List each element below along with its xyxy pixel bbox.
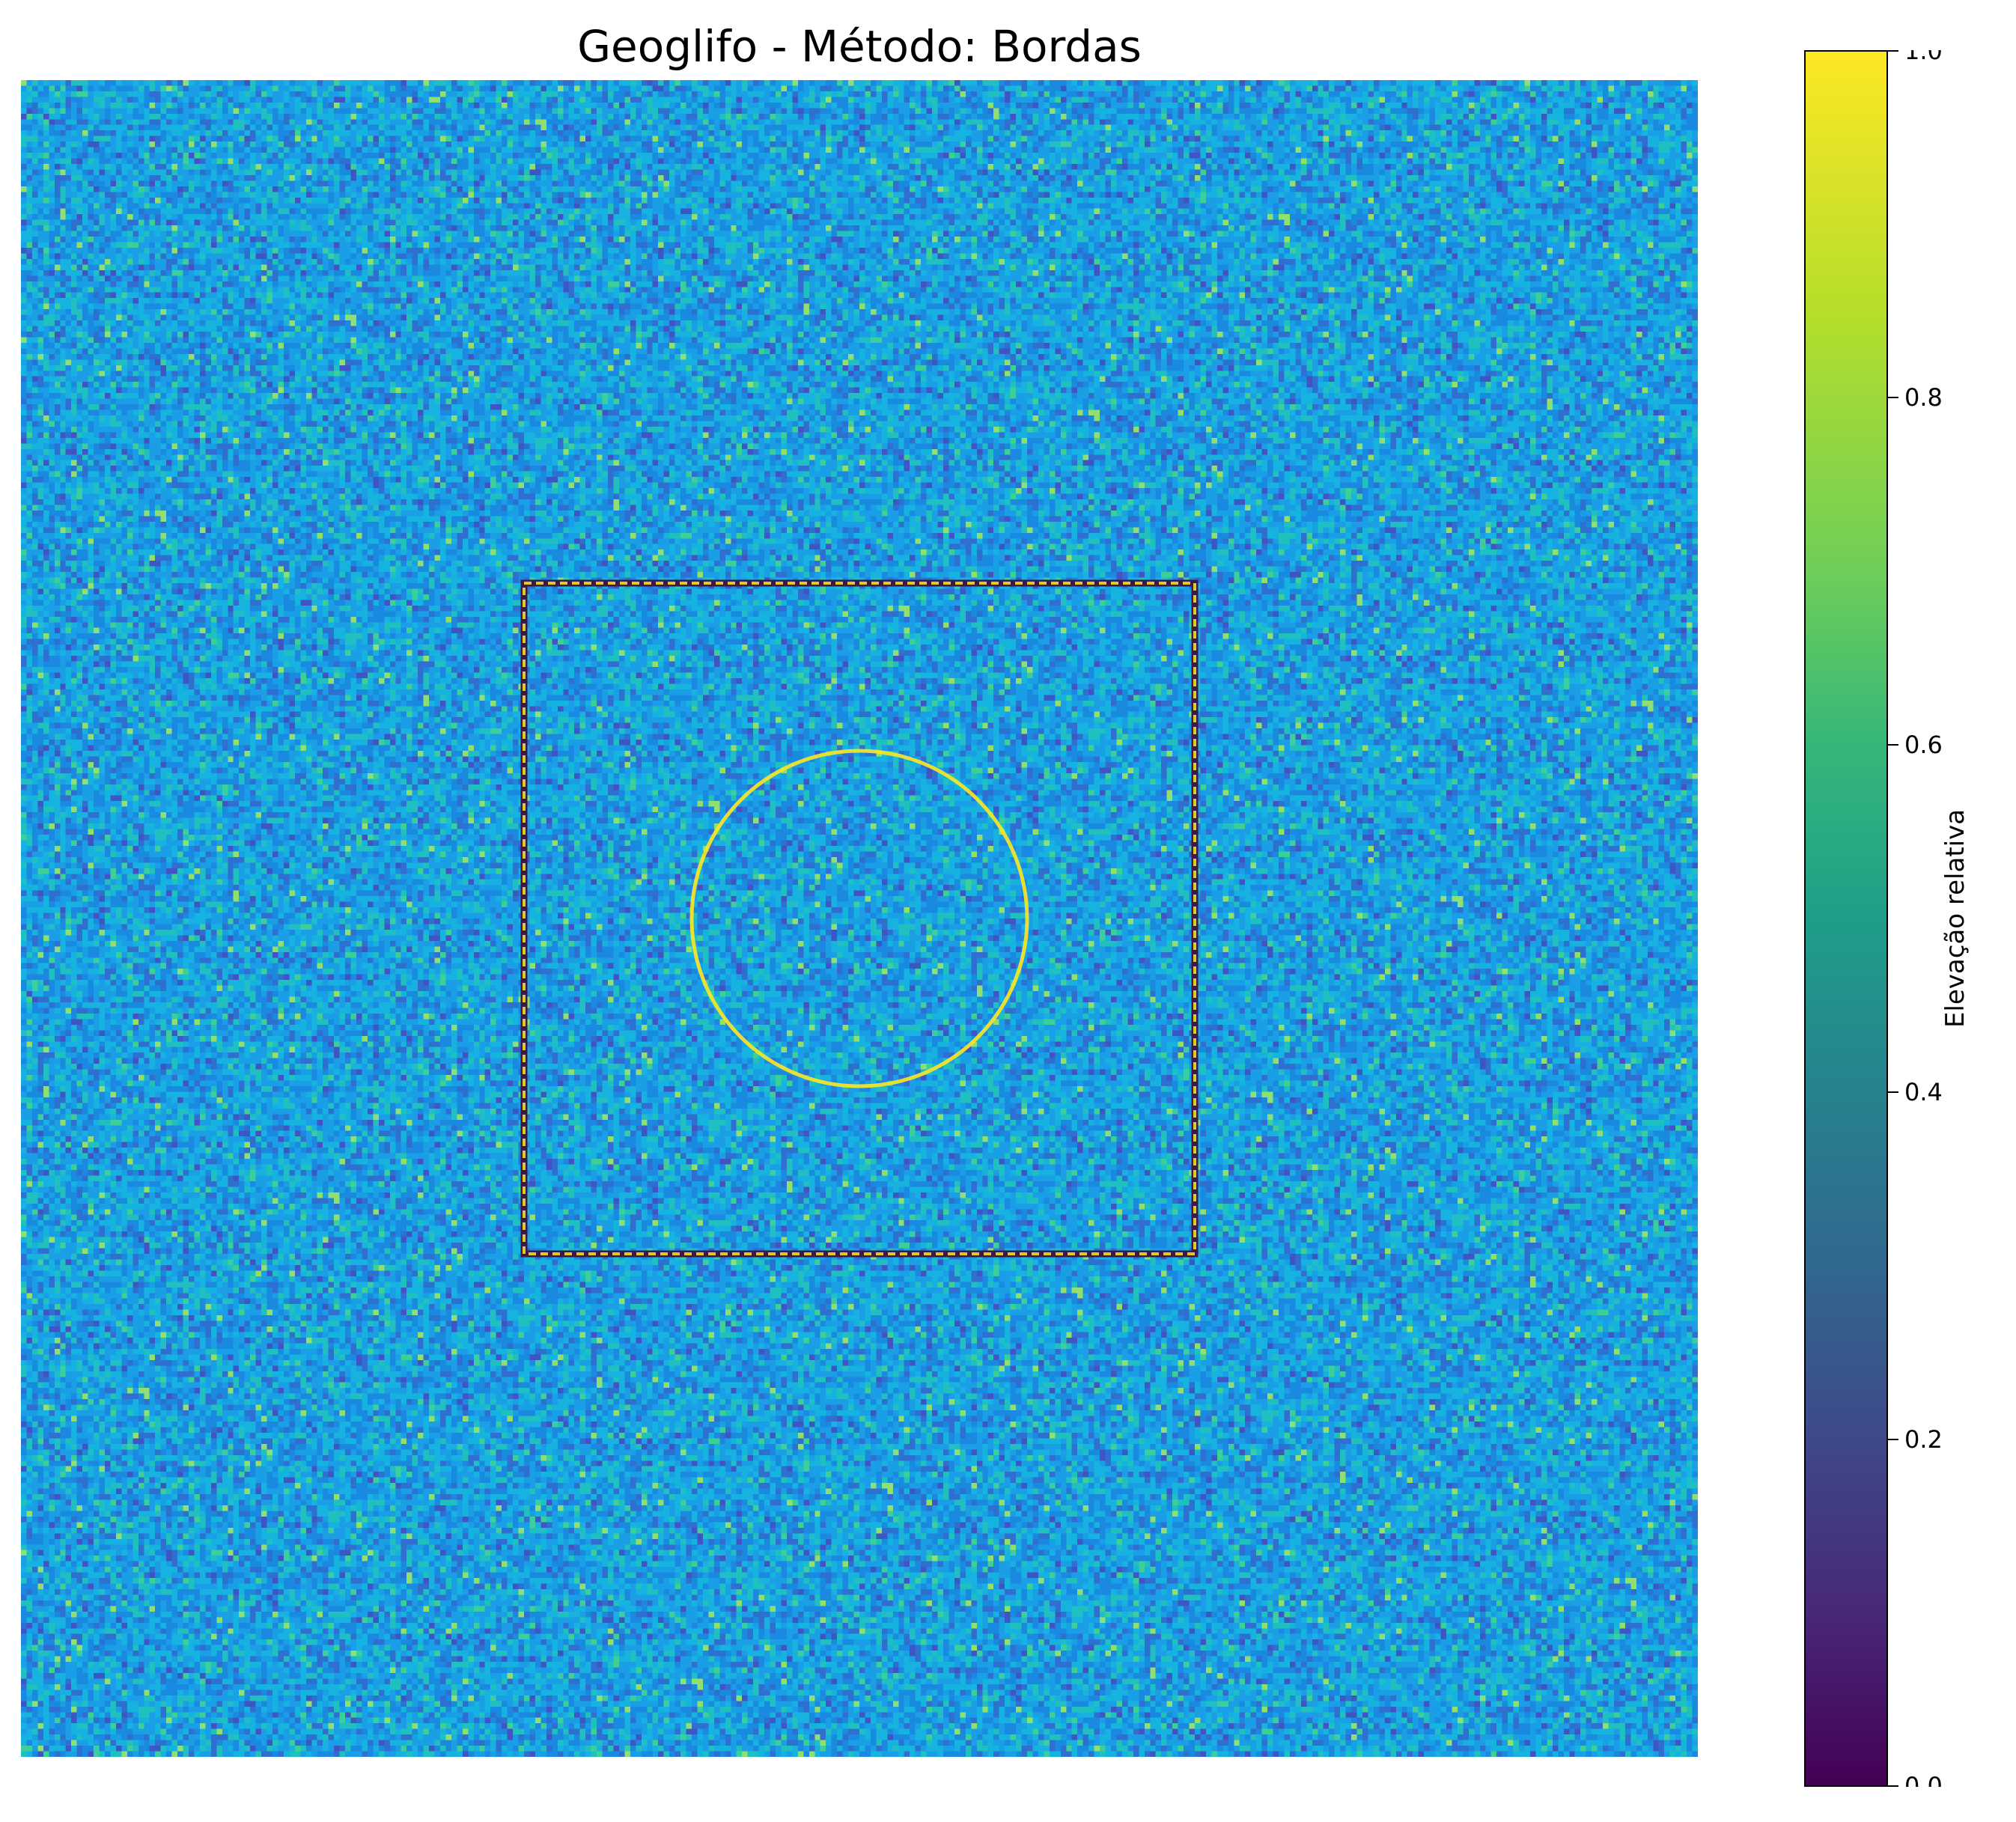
colorbar-tick-label: 0.6 bbox=[1904, 731, 1943, 759]
colorbar-tick-label: 0.4 bbox=[1904, 1078, 1943, 1106]
colorbar-tick-label: 1.0 bbox=[1904, 50, 1943, 65]
colorbar-tick-label: 0.0 bbox=[1904, 1772, 1943, 1787]
chart-title: Geoglifo - Método: Bordas bbox=[577, 21, 1142, 72]
heatmap-plot bbox=[21, 80, 1698, 1757]
heatmap-canvas bbox=[21, 80, 1698, 1757]
square-edge-shadow bbox=[520, 579, 1199, 1258]
colorbar-axis: 0.0 0.2 0.4 0.6 0.8 1.0 bbox=[1888, 50, 1943, 1787]
colorbar-tick-label: 0.8 bbox=[1904, 383, 1943, 412]
square-edge bbox=[523, 582, 1196, 1255]
circle-edge bbox=[689, 749, 1029, 1088]
colorbar-label: Elevação relativa bbox=[1940, 808, 1970, 1029]
colorbar-tick-label: 0.2 bbox=[1904, 1425, 1943, 1454]
colorbar bbox=[1804, 50, 1888, 1787]
geoglyph-edges bbox=[520, 579, 1199, 1258]
